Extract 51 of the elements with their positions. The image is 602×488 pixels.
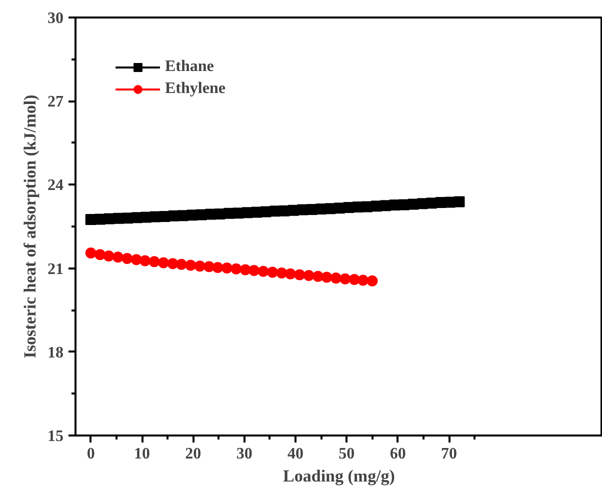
point [330,272,342,284]
point [294,269,306,280]
y-tick-label: 27 [48,94,64,111]
legend-label: Ethylene [165,80,226,98]
point [185,260,196,271]
y-tick-label: 24 [48,177,64,194]
x-tick-label: 0 [86,446,95,462]
x-tick-label: 10 [134,446,150,462]
x-tick-label: 40 [288,446,304,462]
x-tick-label: 20 [185,446,202,462]
x-tick-label: 60 [390,446,406,462]
point [348,274,360,285]
point [112,252,124,263]
x-tick-label: 30 [236,446,252,462]
y-tick-label: 30 [48,10,64,27]
point [340,273,351,284]
x-axis-title: Loading (mg/g) [283,466,395,486]
point [122,253,133,264]
x-tick-label: 70 [441,446,458,462]
point [312,270,324,282]
point [140,255,151,266]
point [103,250,114,262]
point [85,247,96,258]
y-tick-label: 21 [48,260,64,278]
point [130,254,142,266]
point [176,258,187,270]
point [158,257,170,268]
x-tick-label: 50 [338,446,355,462]
point [454,196,465,208]
point [204,261,215,272]
point [284,268,296,280]
point [248,265,260,276]
point [212,262,224,273]
point [321,272,332,283]
point [148,256,160,268]
y-tick-label: 15 [48,428,64,445]
point [366,275,378,286]
y-axis-title: Isosteric heat of adsorption (kJ/mol) [20,94,40,358]
point [194,260,206,272]
point [303,270,314,282]
point [221,262,232,274]
legend-label: Ethane [165,58,214,76]
point [276,268,288,279]
point [230,263,242,274]
point [266,266,278,278]
y-tick-label: 18 [48,344,64,362]
point [167,258,178,270]
point [94,249,106,260]
point [258,266,269,277]
point [358,274,369,286]
point [240,264,251,276]
